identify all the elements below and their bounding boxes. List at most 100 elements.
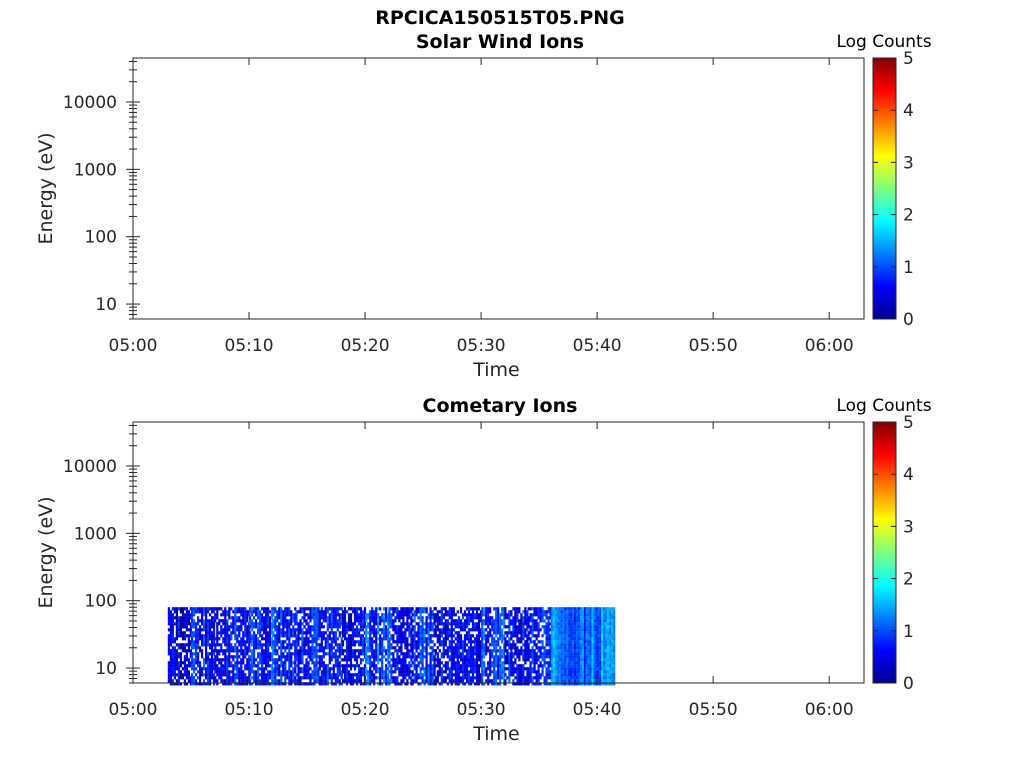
data-cell xyxy=(361,643,365,647)
data-cell xyxy=(220,613,223,617)
data-cell xyxy=(471,613,475,617)
data-cell xyxy=(481,637,484,641)
data-cell xyxy=(249,670,252,674)
data-cell xyxy=(328,607,331,611)
data-cell xyxy=(396,658,399,662)
data-cell xyxy=(177,622,180,626)
data-cell xyxy=(274,673,277,677)
data-cell xyxy=(450,664,453,668)
data-cell xyxy=(171,646,174,650)
data-cell xyxy=(193,646,196,650)
data-cell xyxy=(363,631,367,635)
data-cell xyxy=(282,625,285,629)
data-cell xyxy=(269,634,272,638)
data-cell xyxy=(459,625,463,629)
data-cell xyxy=(361,673,365,677)
data-cell xyxy=(433,682,436,686)
data-cell xyxy=(417,661,420,665)
data-cell xyxy=(303,682,306,686)
data-cell xyxy=(216,682,219,686)
data-cell xyxy=(324,640,327,644)
data-cell xyxy=(320,613,323,617)
data-cell xyxy=(473,676,477,680)
data-cell xyxy=(514,646,517,650)
data-cell xyxy=(232,658,235,662)
data-cell xyxy=(379,637,382,641)
data-cell xyxy=(232,625,235,629)
data-cell xyxy=(573,664,577,668)
data-cell xyxy=(549,673,552,677)
data-cell xyxy=(361,619,365,623)
data-cell xyxy=(274,679,277,683)
data-cell xyxy=(457,679,461,683)
data-cell xyxy=(271,625,274,629)
data-cell xyxy=(251,670,254,674)
data-cell xyxy=(467,607,471,611)
data-cell xyxy=(259,658,262,662)
data-cell xyxy=(558,607,561,611)
data-cell xyxy=(427,676,430,680)
data-cell xyxy=(585,682,588,686)
data-cell xyxy=(271,622,274,626)
data-cell xyxy=(313,661,316,665)
data-cell xyxy=(214,637,217,641)
data-cell xyxy=(209,652,212,656)
data-cell xyxy=(340,622,343,626)
data-cell xyxy=(446,655,449,659)
data-cell xyxy=(550,664,553,668)
data-cell xyxy=(607,616,610,620)
data-cell xyxy=(345,646,349,650)
data-cell xyxy=(197,607,200,611)
data-cell xyxy=(318,658,321,662)
data-cell xyxy=(167,679,170,683)
data-cell xyxy=(591,670,594,674)
data-cell xyxy=(434,613,437,617)
data-cell xyxy=(238,607,241,611)
data-cell xyxy=(550,637,553,641)
data-cell xyxy=(195,655,198,659)
data-cell xyxy=(583,676,587,680)
data-cell xyxy=(394,646,397,650)
data-cell xyxy=(207,625,210,629)
data-cell xyxy=(313,679,316,683)
data-cell xyxy=(575,631,579,635)
data-cell xyxy=(585,658,588,662)
data-cell xyxy=(338,661,341,665)
data-cell xyxy=(560,616,563,620)
data-cell xyxy=(522,622,525,626)
data-cell xyxy=(332,667,335,671)
data-cell xyxy=(318,631,321,635)
data-cell xyxy=(232,616,235,620)
data-cell xyxy=(587,658,590,662)
data-cell xyxy=(446,610,449,614)
data-cell xyxy=(288,658,291,662)
data-cell xyxy=(475,610,479,614)
data-cell xyxy=(318,646,321,650)
data-cell xyxy=(570,673,573,677)
data-cell xyxy=(320,610,323,614)
data-cell xyxy=(205,643,208,647)
data-cell xyxy=(317,616,320,620)
data-cell xyxy=(601,676,604,680)
data-cell xyxy=(611,610,614,614)
data-cell xyxy=(556,649,559,653)
data-cell xyxy=(295,646,298,650)
data-cell xyxy=(336,607,339,611)
data-cell xyxy=(518,664,521,668)
data-cell xyxy=(175,643,178,647)
data-cell xyxy=(297,667,300,671)
data-cell xyxy=(564,610,567,614)
data-cell xyxy=(410,676,413,680)
data-cell xyxy=(554,664,557,668)
data-cell xyxy=(398,625,401,629)
data-cell xyxy=(255,637,258,641)
data-cell xyxy=(313,646,316,650)
data-cell xyxy=(503,616,506,620)
data-cell xyxy=(246,652,249,656)
data-cell xyxy=(234,631,237,635)
data-cell xyxy=(595,676,598,680)
data-cell xyxy=(503,661,506,665)
data-cell xyxy=(529,640,532,644)
data-cell xyxy=(267,679,270,683)
data-cell xyxy=(537,682,540,686)
